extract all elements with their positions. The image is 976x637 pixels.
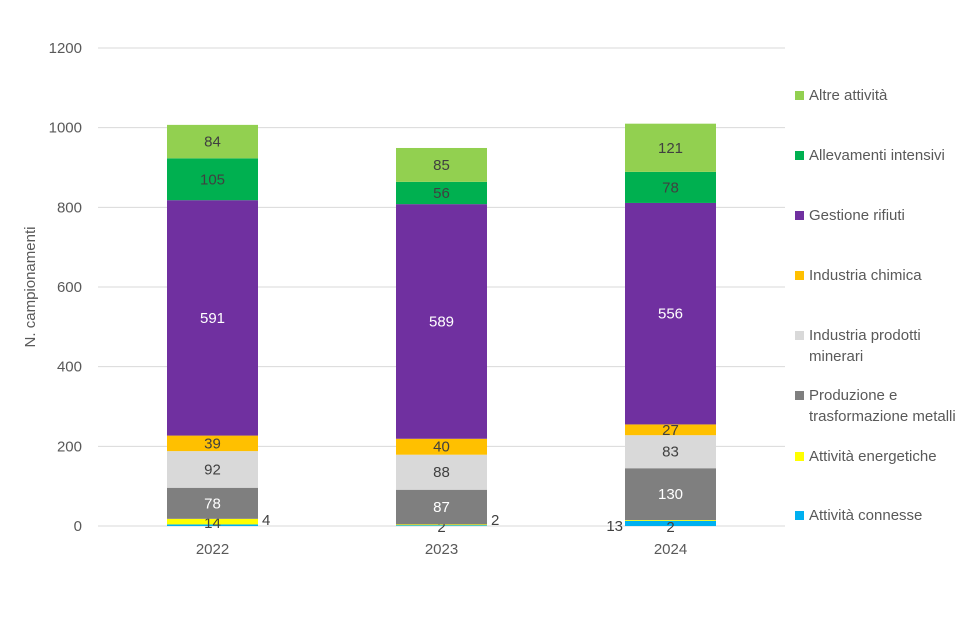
legend-label: Industria prodotti minerari bbox=[809, 327, 921, 365]
bar-stack-2022: 4 14 78 92 39 591 105 84 bbox=[167, 124, 270, 532]
bar-segment bbox=[625, 435, 716, 469]
x-tick-label: 2024 bbox=[654, 541, 687, 558]
x-axis-labels: 2022 2023 2024 bbox=[196, 541, 687, 558]
bar-segment bbox=[625, 202, 716, 425]
bar-segment bbox=[167, 518, 258, 525]
bars: 4 14 78 92 39 591 105 84 2 2 87 88 40 589 56 85 13 2 130 83… bbox=[167, 123, 716, 536]
bar-segment bbox=[625, 171, 716, 203]
bar-segment bbox=[625, 123, 716, 172]
legend-label: Altre attività bbox=[809, 87, 888, 104]
legend-item: Attività connesse bbox=[795, 505, 969, 526]
legend-item: Produzione e trasformazione metalli bbox=[795, 385, 969, 427]
data-label: 40 bbox=[433, 439, 450, 456]
bar-segment bbox=[167, 435, 258, 452]
bar-segment bbox=[167, 524, 258, 526]
bar-segment bbox=[396, 524, 487, 526]
data-label: 4 bbox=[262, 512, 270, 529]
data-label: 83 bbox=[662, 444, 679, 461]
data-label: 87 bbox=[433, 499, 450, 516]
legend-item: Altre attività bbox=[795, 85, 969, 106]
bar-stack-2024: 13 2 130 83 27 556 78 121 bbox=[606, 123, 716, 536]
legend-swatch-icon bbox=[795, 331, 804, 340]
data-label: 105 bbox=[200, 171, 225, 188]
data-label: 589 bbox=[429, 313, 454, 330]
bar-segment bbox=[167, 124, 258, 159]
y-tick-label: 1000 bbox=[49, 120, 82, 137]
y-axis-title: N. campionamenti bbox=[22, 227, 39, 348]
data-label: 78 bbox=[204, 495, 221, 512]
bar-segment bbox=[625, 424, 716, 436]
data-label: 14 bbox=[204, 515, 221, 532]
data-label: 2 bbox=[666, 519, 674, 536]
y-tick-label: 800 bbox=[57, 199, 82, 216]
data-label: 88 bbox=[433, 464, 450, 481]
legend-label: Industria chimica bbox=[809, 267, 922, 284]
legend-item: Attività energetiche bbox=[795, 446, 969, 467]
bar-segment bbox=[396, 181, 487, 205]
data-label: 27 bbox=[662, 422, 679, 439]
bar-segment bbox=[396, 438, 487, 455]
data-label: 85 bbox=[433, 157, 450, 174]
legend-label: Attività energetiche bbox=[809, 448, 937, 465]
y-tick-label: 0 bbox=[74, 518, 82, 535]
legend-item: Industria chimica bbox=[795, 265, 969, 286]
x-tick-label: 2022 bbox=[196, 541, 229, 558]
y-tick-label: 600 bbox=[57, 279, 82, 296]
data-label: 2 bbox=[491, 512, 499, 529]
data-label: 591 bbox=[200, 310, 225, 327]
x-tick-label: 2023 bbox=[425, 541, 458, 558]
data-label: 84 bbox=[204, 134, 221, 151]
bar-segment bbox=[167, 158, 258, 201]
legend-swatch-icon bbox=[795, 452, 804, 461]
bar-segment bbox=[396, 454, 487, 490]
data-label: 56 bbox=[433, 185, 450, 202]
bar-segment bbox=[167, 451, 258, 488]
legend-label: Attività connesse bbox=[809, 507, 923, 524]
legend-item: Industria prodotti minerari bbox=[795, 325, 969, 367]
data-label: 556 bbox=[658, 306, 683, 323]
legend-swatch-icon bbox=[795, 211, 804, 220]
legend-label: Allevamenti intensivi bbox=[809, 147, 945, 164]
legend-swatch-icon bbox=[795, 91, 804, 100]
bar-segment bbox=[396, 204, 487, 439]
legend-swatch-icon bbox=[795, 391, 804, 400]
bar-segment bbox=[625, 520, 716, 521]
bar-segment bbox=[396, 147, 487, 182]
data-label: 121 bbox=[658, 140, 683, 157]
y-axis-ticks: 0 200 400 600 800 1000 1200 bbox=[49, 40, 82, 535]
legend-item: Allevamenti intensivi bbox=[795, 145, 969, 166]
bar-segment bbox=[396, 489, 487, 525]
y-tick-label: 400 bbox=[57, 359, 82, 376]
bar-segment bbox=[625, 468, 716, 521]
bar-segment bbox=[167, 487, 258, 519]
legend-label: Produzione e trasformazione metalli bbox=[809, 387, 956, 425]
bar-segment bbox=[396, 525, 487, 526]
bar-segment bbox=[625, 520, 716, 526]
bar-stack-2023: 2 2 87 88 40 589 56 85 bbox=[396, 147, 499, 536]
y-tick-label: 1200 bbox=[49, 40, 82, 57]
data-label: 13 bbox=[606, 518, 623, 535]
y-tick-label: 200 bbox=[57, 438, 82, 455]
legend-label: Gestione rifiuti bbox=[809, 207, 905, 224]
legend-swatch-icon bbox=[795, 151, 804, 160]
legend-swatch-icon bbox=[795, 271, 804, 280]
legend-swatch-icon bbox=[795, 511, 804, 520]
bar-segment bbox=[167, 200, 258, 436]
legend-item: Gestione rifiuti bbox=[795, 205, 969, 226]
data-label: 39 bbox=[204, 435, 221, 452]
data-label: 2 bbox=[437, 519, 445, 536]
data-label: 78 bbox=[662, 179, 679, 196]
data-label: 92 bbox=[204, 461, 221, 478]
data-label: 130 bbox=[658, 486, 683, 503]
